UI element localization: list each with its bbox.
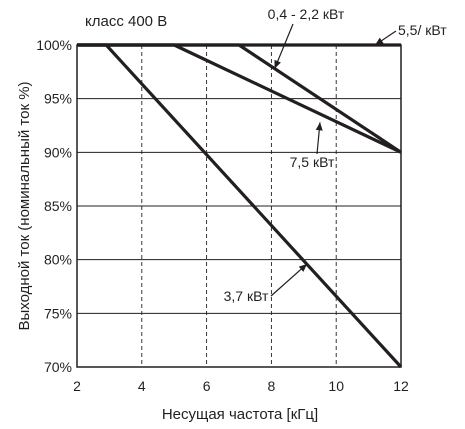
annotation-leader-0 — [274, 23, 294, 69]
y-axis-label: Выходной ток (номинальный ток %) — [16, 81, 33, 330]
y-tick-label: 90% — [44, 144, 72, 160]
tick-labels: 70% 75% 80% 85% 90% 95% 100% 2 4 6 8 10 12 — [36, 37, 409, 394]
y-tick-label: 95% — [44, 91, 72, 107]
grid — [77, 45, 401, 367]
annotation-arrowhead-3 — [315, 122, 323, 131]
x-tick-label: 4 — [138, 378, 146, 394]
x-tick-label: 10 — [328, 378, 344, 394]
x-tick-label: 6 — [203, 378, 211, 394]
x-tick-label: 2 — [73, 378, 81, 394]
x-tick-label: 8 — [268, 378, 276, 394]
annotation-labels: 0,4 - 2,2 кВт 3,7 кВт 5,5/ кВт 7,5 кВт — [224, 6, 448, 304]
y-tick-label: 75% — [44, 305, 72, 321]
y-tick-label: 80% — [44, 252, 72, 268]
annotation-label-0: 0,4 - 2,2 кВт — [268, 6, 345, 22]
x-axis-label: Несущая частота [кГц] — [162, 406, 318, 423]
annotation-arrowhead-0 — [274, 59, 281, 69]
y-tick-label: 85% — [44, 198, 72, 214]
plot-frame — [76, 44, 402, 368]
y-tick-label: 100% — [36, 37, 72, 53]
annotation-label-1: 3,7 кВт — [224, 288, 269, 304]
y-tick-label: 70% — [44, 359, 72, 375]
annotation-label-2: 5,5/ кВт — [398, 22, 447, 38]
annotation-leader-1 — [270, 263, 308, 297]
class-label: класс 400 В — [85, 13, 167, 30]
annotation-label-3: 7,5 кВт — [290, 154, 335, 170]
annotation-leaders — [270, 23, 397, 297]
annotation-arrowhead-1 — [298, 263, 308, 272]
x-tick-label: 12 — [393, 378, 409, 394]
annotation-arrowhead-2 — [375, 37, 384, 45]
